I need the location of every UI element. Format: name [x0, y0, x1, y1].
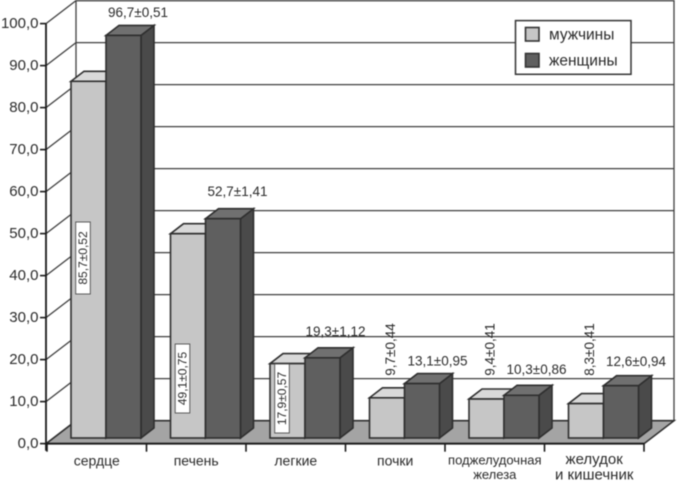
svg-text:19,3±1,12: 19,3±1,12 — [306, 324, 366, 339]
svg-text:13,1±0,95: 13,1±0,95 — [408, 354, 468, 369]
svg-text:49,1±0,75: 49,1±0,75 — [176, 352, 190, 406]
svg-text:желудок: желудок — [566, 451, 624, 468]
svg-text:мужчины: мужчины — [549, 27, 614, 44]
svg-text:и кишечник: и кишечник — [555, 467, 634, 483]
svg-text:легкие: легкие — [274, 453, 317, 469]
svg-text:печень: печень — [174, 453, 219, 469]
svg-text:80,0: 80,0 — [9, 99, 38, 116]
svg-text:96,7±0,51: 96,7±0,51 — [108, 5, 168, 20]
svg-text:90,0: 90,0 — [9, 57, 38, 74]
svg-text:поджелудочная: поджелудочная — [448, 453, 541, 468]
svg-text:85,7±0,52: 85,7±0,52 — [76, 231, 90, 285]
svg-text:17,9±0,57: 17,9±0,57 — [275, 372, 289, 426]
svg-text:70,0: 70,0 — [9, 141, 38, 158]
svg-text:8,3±0,41: 8,3±0,41 — [582, 323, 597, 375]
svg-text:9,7±0,44: 9,7±0,44 — [383, 323, 398, 376]
svg-text:женщины: женщины — [549, 53, 618, 70]
svg-text:10,3±0,86: 10,3±0,86 — [507, 362, 567, 377]
svg-text:0,0: 0,0 — [18, 435, 39, 452]
svg-text:сердце: сердце — [74, 453, 120, 469]
svg-text:12,6±0,94: 12,6±0,94 — [606, 354, 666, 369]
svg-text:52,7±1,41: 52,7±1,41 — [208, 184, 268, 199]
svg-text:почки: почки — [377, 453, 413, 469]
svg-text:10,0: 10,0 — [9, 393, 38, 410]
svg-text:60,0: 60,0 — [9, 183, 38, 200]
svg-text:30,0: 30,0 — [9, 309, 38, 326]
svg-text:железа: железа — [473, 467, 517, 482]
svg-text:40,0: 40,0 — [9, 267, 38, 284]
svg-text:20,0: 20,0 — [9, 351, 38, 368]
svg-text:50,0: 50,0 — [9, 225, 38, 242]
svg-text:9,4±0,41: 9,4±0,41 — [483, 323, 498, 375]
svg-text:100,0: 100,0 — [1, 15, 39, 32]
